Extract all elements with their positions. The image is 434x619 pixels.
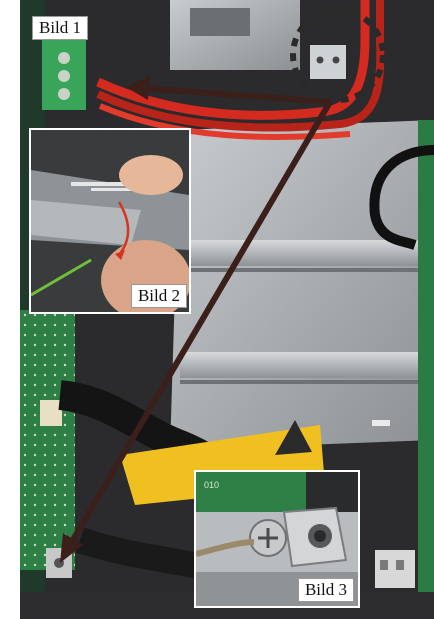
- inset-bild2: Bild 2: [29, 128, 191, 314]
- left-circuit-board: [20, 310, 75, 570]
- arrow-to-lug: [67, 100, 333, 547]
- photo-background: [20, 0, 434, 619]
- svg-text:010: 010: [204, 480, 219, 490]
- arrowhead-bild1: [126, 76, 150, 100]
- arrowhead-lug: [60, 533, 83, 563]
- metal-plate: [170, 120, 434, 450]
- grounding-tab: [310, 45, 346, 79]
- label-bild3: Bild 3: [297, 578, 354, 602]
- inset-bild3: 010 Bild 3: [194, 470, 360, 608]
- label-bild2: Bild 2: [130, 284, 187, 308]
- highlight-circle: [290, 7, 386, 103]
- label-bild1: Bild 1: [32, 16, 89, 40]
- red-cable: [96, 0, 370, 120]
- arrow-to-bild1: [139, 85, 331, 105]
- photo-scene: Bild 1 Bild 2 010: [20, 0, 434, 619]
- inset-bild2-photo: [31, 130, 189, 312]
